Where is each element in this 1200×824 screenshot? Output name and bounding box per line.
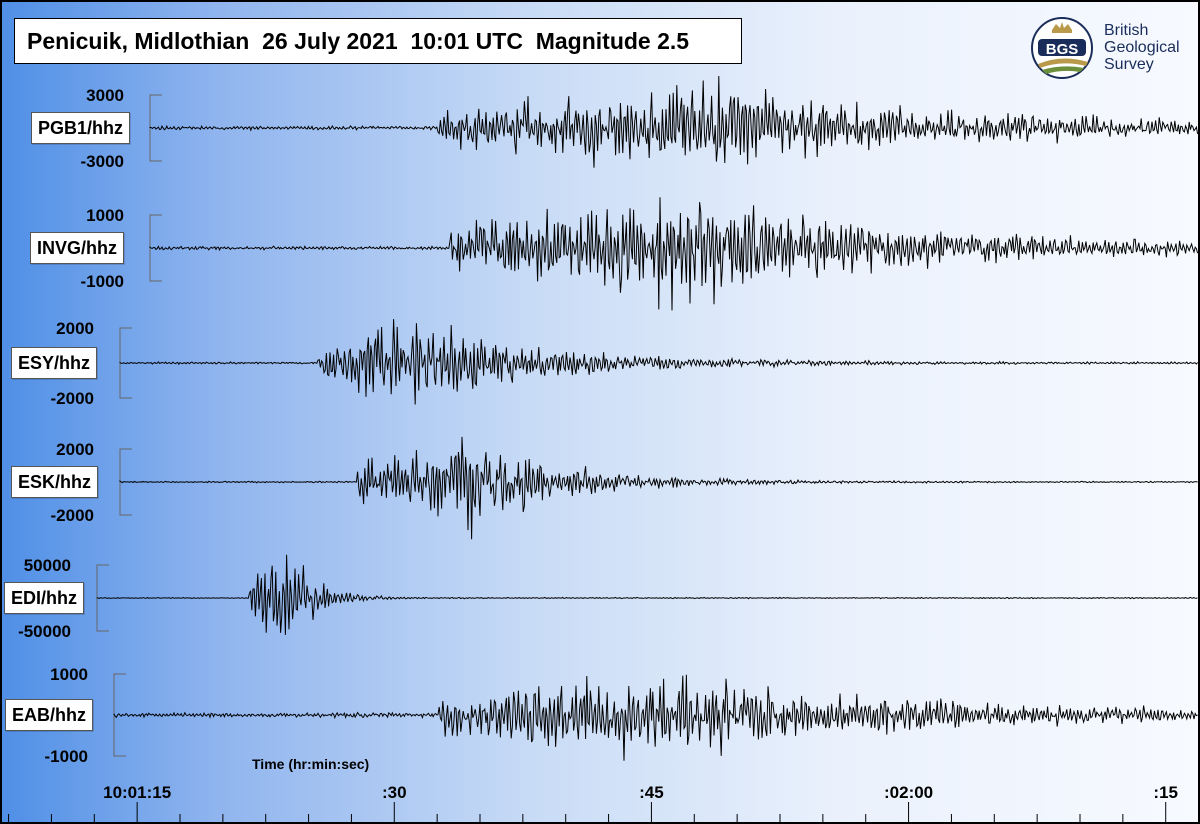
y-tick-max: 50000 <box>24 556 71 575</box>
trace-group-edi: 50000 -50000 <box>18 554 1198 641</box>
station-label-pgb1: PGB1/hhz <box>31 112 131 144</box>
y-tick-min: -2000 <box>51 506 94 525</box>
y-tick-min: -1000 <box>81 272 124 291</box>
chart-title: Penicuik, Midlothian 26 July 2021 10:01 … <box>14 18 742 64</box>
station-label-esk: ESK/hhz <box>11 466 99 498</box>
time-axis: 10:01:15 :30 :45 :02:00 :15 Time (hr:min:sec) <box>8 756 1178 824</box>
x-tick-label: 10:01:15 <box>103 783 171 802</box>
y-tick-min: -1000 <box>45 747 88 766</box>
trace-group-pgb1: 3000 -3000 <box>81 75 1199 171</box>
bgs-abbr: BGS <box>1045 41 1079 58</box>
x-tick-label: :30 <box>382 783 407 802</box>
bgs-emblem-icon <box>1031 17 1093 79</box>
org-name: British Geological Survey <box>1104 22 1180 73</box>
y-tick-min: -50000 <box>18 622 71 641</box>
trace-group-esk: 2000 -2000 <box>51 436 1198 540</box>
station-label-edi: EDI/hhz <box>4 582 84 614</box>
y-tick-max: 2000 <box>56 440 94 459</box>
y-tick-max: 3000 <box>86 86 124 105</box>
y-tick-min: -3000 <box>81 152 124 171</box>
y-tick-min: -2000 <box>51 389 94 408</box>
trace-group-eab: 1000 -1000 <box>45 665 1198 766</box>
x-tick-label: :02:00 <box>884 783 933 802</box>
x-tick-label: :15 <box>1153 783 1178 802</box>
waveform-pgb1 <box>149 75 1199 168</box>
y-tick-max: 1000 <box>86 206 124 225</box>
waveform-esy <box>119 319 1198 405</box>
x-tick-label: :45 <box>639 783 664 802</box>
station-label-esy: ESY/hhz <box>11 347 98 379</box>
station-label-invg: INVG/hhz <box>30 232 124 264</box>
bgs-logo: British Geological Survey BGS <box>1030 16 1192 80</box>
waveform-edi <box>96 554 1198 635</box>
waveform-eab <box>113 674 1198 761</box>
trace-group-invg: 1000 -1000 <box>81 197 1199 311</box>
trace-group-esy: 2000 -2000 <box>51 319 1198 408</box>
y-tick-max: 2000 <box>56 319 94 338</box>
station-label-eab: EAB/hhz <box>5 699 93 731</box>
y-tick-max: 1000 <box>50 665 88 684</box>
waveform-invg <box>149 197 1199 311</box>
x-axis-title: Time (hr:min:sec) <box>252 756 369 772</box>
waveform-esk <box>119 436 1198 540</box>
